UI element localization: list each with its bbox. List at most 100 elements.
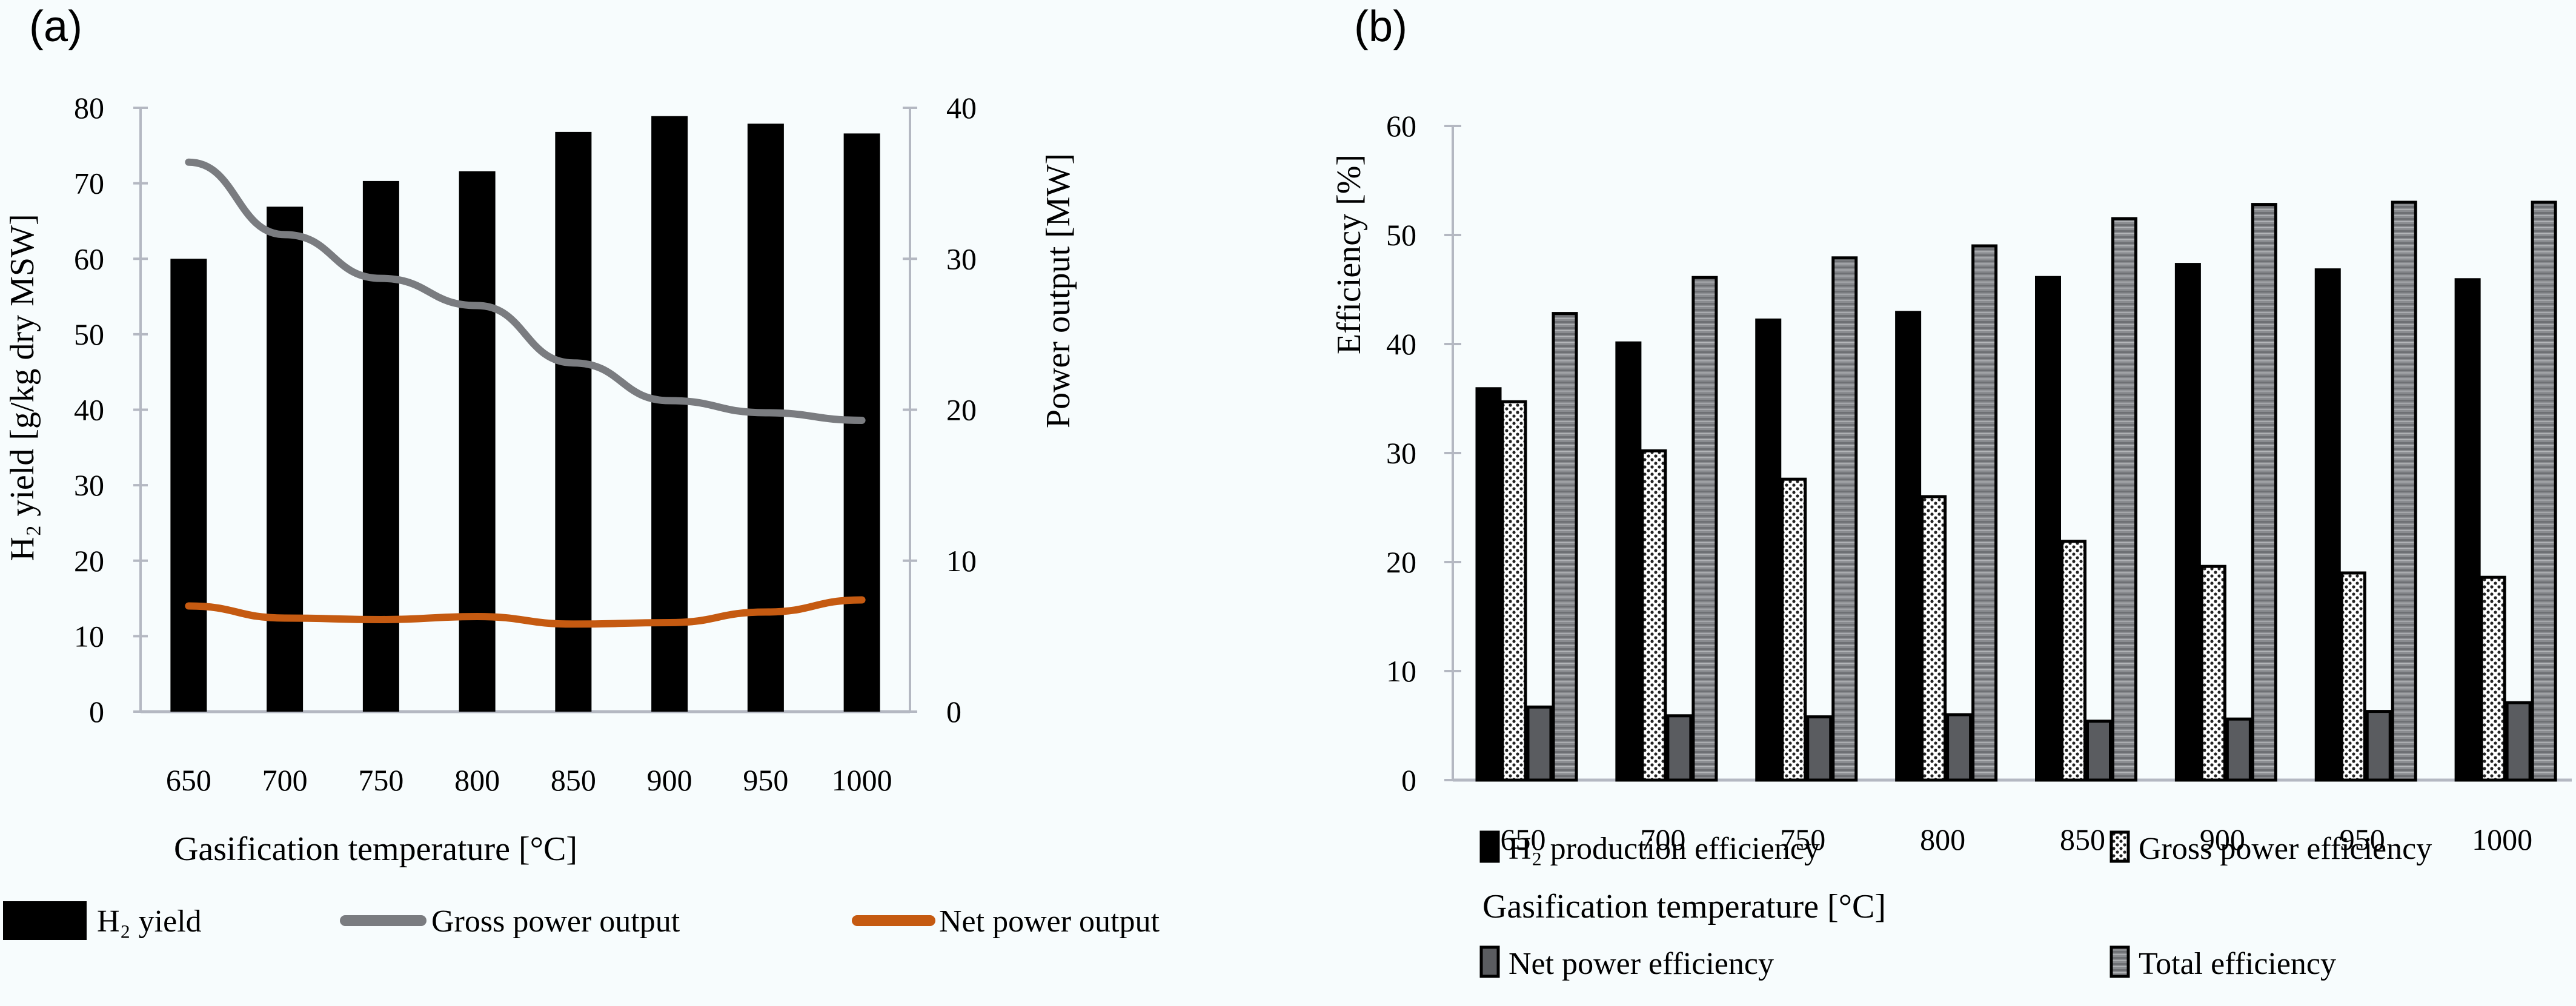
b-y-tick-label: 60 [1386,109,1416,143]
a-x-axis: 650 700 750 800 850 900 950 1000 [166,763,892,797]
b-legend-swatch-h2 [1479,830,1500,863]
b-bar-h2-efficiency [1755,318,1782,782]
a-left-tick-label: 10 [74,619,104,653]
b-bar-gross-power-efficiency [2340,571,2366,782]
b-x-tick-label: 950 [2340,822,2385,856]
a-x-tick-label: 650 [166,763,211,797]
b-y-tick-label: 10 [1386,654,1416,688]
a-x-tick-label: 700 [262,763,308,797]
a-legend-swatch-h2-yield [3,901,87,940]
b-bar-net-power-efficiency [1666,714,1693,782]
a-lines [185,158,866,628]
b-bar-net-power-efficiency [1946,713,1973,782]
a-left-tick-label: 0 [89,695,104,729]
b-y-tick-label: 30 [1386,436,1416,470]
a-right-tick-label: 0 [946,695,961,729]
b-bar-net-power-efficiency [2365,710,2392,782]
b-x-axis: 650 700 750 800 850 900 950 1000 [1501,822,2533,856]
b-bar-net-power-efficiency [2225,717,2252,782]
b-bar-total-efficiency [1691,276,1718,782]
b-y-axis-title: Efficiency [%] [1330,154,1368,354]
b-legend-label: H₂ production efficiency [1509,832,1820,866]
a-x-tick-label: 1000 [832,763,892,797]
b-y-tick-label: 50 [1386,218,1416,252]
a-left-tick-label: 30 [74,468,104,502]
b-bar-net-power-efficiency [1526,705,1553,782]
b-bar-net-power-efficiency [2505,701,2532,782]
b-bar-total-efficiency [1971,244,1998,782]
b-bar-gross-power-efficiency [1781,477,1807,782]
a-bar-h2-yield [651,116,688,712]
a-bar-h2-yield [362,180,399,712]
b-bar-total-efficiency [2111,217,2137,782]
b-bar-gross-power-efficiency [1501,400,1527,782]
a-x-tick-label: 900 [647,763,692,797]
a-bar-h2-yield [459,171,496,712]
b-bar-gross-power-efficiency [2200,564,2226,782]
a-left-tick-label: 70 [74,167,104,200]
b-bar-net-power-efficiency [1806,715,1833,782]
a-left-tick-label: 50 [74,317,104,351]
a-right-tick-label: 20 [946,393,977,427]
b-legend-label: Net power efficiency [1509,947,1774,981]
b-bar-total-efficiency [1831,256,1858,782]
a-bar-h2-yield [555,131,592,712]
panel-b-label: (b) [1354,2,1407,51]
a-bar-h2-yield [267,207,304,712]
a-x-axis-title: Gasification temperature [°C] [174,830,577,868]
a-x-tick-label: 850 [551,763,596,797]
b-legend-swatch-gross [2110,830,2130,863]
a-left-tick-label: 60 [74,242,104,276]
b-x-axis-title: Gasification temperature [°C] [1482,888,1886,925]
b-y-tick-label: 40 [1386,327,1416,361]
a-x-tick-label: 800 [454,763,500,797]
a-bars [170,116,880,712]
b-x-tick-label: 750 [1780,822,1825,856]
b-bar-total-efficiency [2531,200,2557,782]
b-bar-total-efficiency [2391,200,2417,782]
a-bar-h2-yield [747,124,784,712]
b-x-tick-label: 1000 [2472,822,2532,856]
a-left-tick-label: 40 [74,393,104,427]
panel-a: (a) 0 10 20 30 40 50 60 70 80 0 10 20 30 40 650 700 75… [3,2,1160,940]
a-right-tick-label: 40 [946,91,977,125]
b-bar-h2-efficiency [2454,278,2481,782]
a-x-tick-label: 750 [358,763,403,797]
b-bar-net-power-efficiency [2086,720,2112,782]
a-legend: H₂ yield Gross power output Net power outp… [3,901,1160,940]
b-legend-label: Gross power efficiency [2139,832,2432,866]
b-bar-gross-power-efficiency [2060,540,2086,782]
b-x-tick-label: 800 [1920,822,1965,856]
b-x-tick-label: 900 [2200,822,2245,856]
b-legend-swatch-net [1479,945,1500,978]
b-bar-gross-power-efficiency [1641,449,1667,782]
b-bar-h2-efficiency [1895,311,1922,782]
b-legend: H₂ production efficiency Gross power effi… [1479,830,2432,981]
b-y-tick-label: 0 [1401,763,1416,797]
a-left-tick-label: 80 [74,91,104,125]
b-bar-h2-efficiency [1475,387,1502,782]
a-line-net-power [185,596,866,628]
b-legend-label: Total efficiency [2139,947,2336,981]
b-bar-h2-efficiency [2035,276,2061,782]
a-left-tick-label: 20 [74,544,104,578]
panel-a-label: (a) [29,2,82,51]
b-x-tick-label: 850 [2060,822,2105,856]
a-left-axis-title: H₂ yield [g/kg dry MSW] [4,214,41,561]
b-bar-total-efficiency [2251,203,2277,782]
panel-b: (b) 0 10 20 30 40 50 60 650 700 750 800 850 900 950 1… [1330,2,2572,981]
b-bar-total-efficiency [1552,312,1578,782]
a-right-axis: 0 10 20 30 40 [141,91,977,729]
b-x-tick-label: 650 [1501,822,1546,856]
b-bar-gross-power-efficiency [1920,495,1947,782]
b-bar-h2-efficiency [2314,268,2341,782]
b-x-tick-label: 700 [1640,822,1685,856]
a-left-axis: 0 10 20 30 40 50 60 70 80 [74,91,148,729]
b-legend-swatch-total [2110,945,2130,978]
b-bars [1475,200,2557,782]
b-bar-gross-power-efficiency [2480,575,2506,782]
a-legend-label: Net power output [939,904,1160,939]
b-y-tick-label: 20 [1386,545,1416,579]
a-right-tick-label: 10 [946,544,977,578]
